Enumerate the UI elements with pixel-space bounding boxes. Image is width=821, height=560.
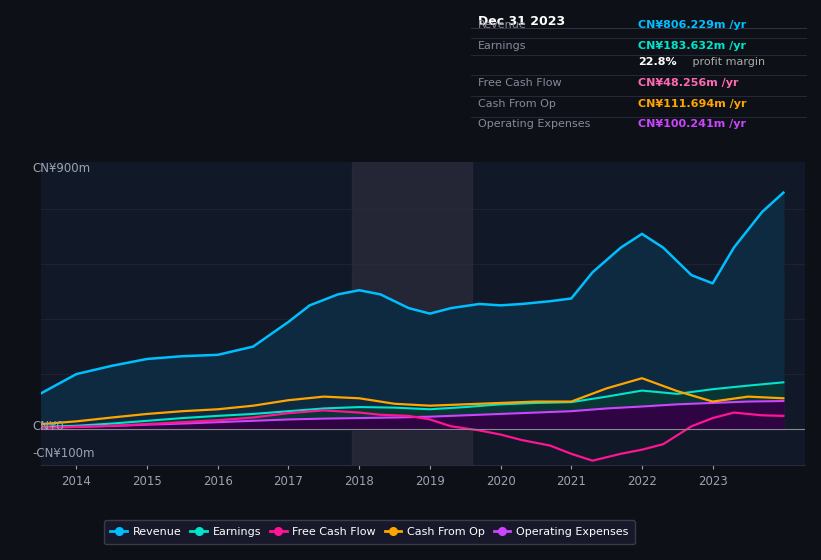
Text: 22.8%: 22.8% [639, 57, 677, 67]
Text: CN¥806.229m /yr: CN¥806.229m /yr [639, 20, 746, 30]
Text: -CN¥100m: -CN¥100m [33, 447, 95, 460]
Text: Operating Expenses: Operating Expenses [478, 119, 590, 129]
Text: CN¥900m: CN¥900m [33, 162, 91, 175]
Text: Free Cash Flow: Free Cash Flow [478, 78, 562, 88]
Text: Dec 31 2023: Dec 31 2023 [478, 15, 565, 27]
Text: Cash From Op: Cash From Op [478, 99, 556, 109]
Text: Earnings: Earnings [478, 41, 526, 50]
Text: CN¥0: CN¥0 [33, 420, 65, 433]
Text: CN¥48.256m /yr: CN¥48.256m /yr [639, 78, 739, 88]
Text: Revenue: Revenue [478, 20, 526, 30]
Text: CN¥111.694m /yr: CN¥111.694m /yr [639, 99, 747, 109]
Bar [352, 162, 472, 465]
Text: CN¥100.241m /yr: CN¥100.241m /yr [639, 119, 746, 129]
Text: CN¥183.632m /yr: CN¥183.632m /yr [639, 41, 746, 50]
Legend: Revenue, Earnings, Free Cash Flow, Cash From Op, Operating Expenses: Revenue, Earnings, Free Cash Flow, Cash … [103, 520, 635, 544]
Text: profit margin: profit margin [689, 57, 765, 67]
